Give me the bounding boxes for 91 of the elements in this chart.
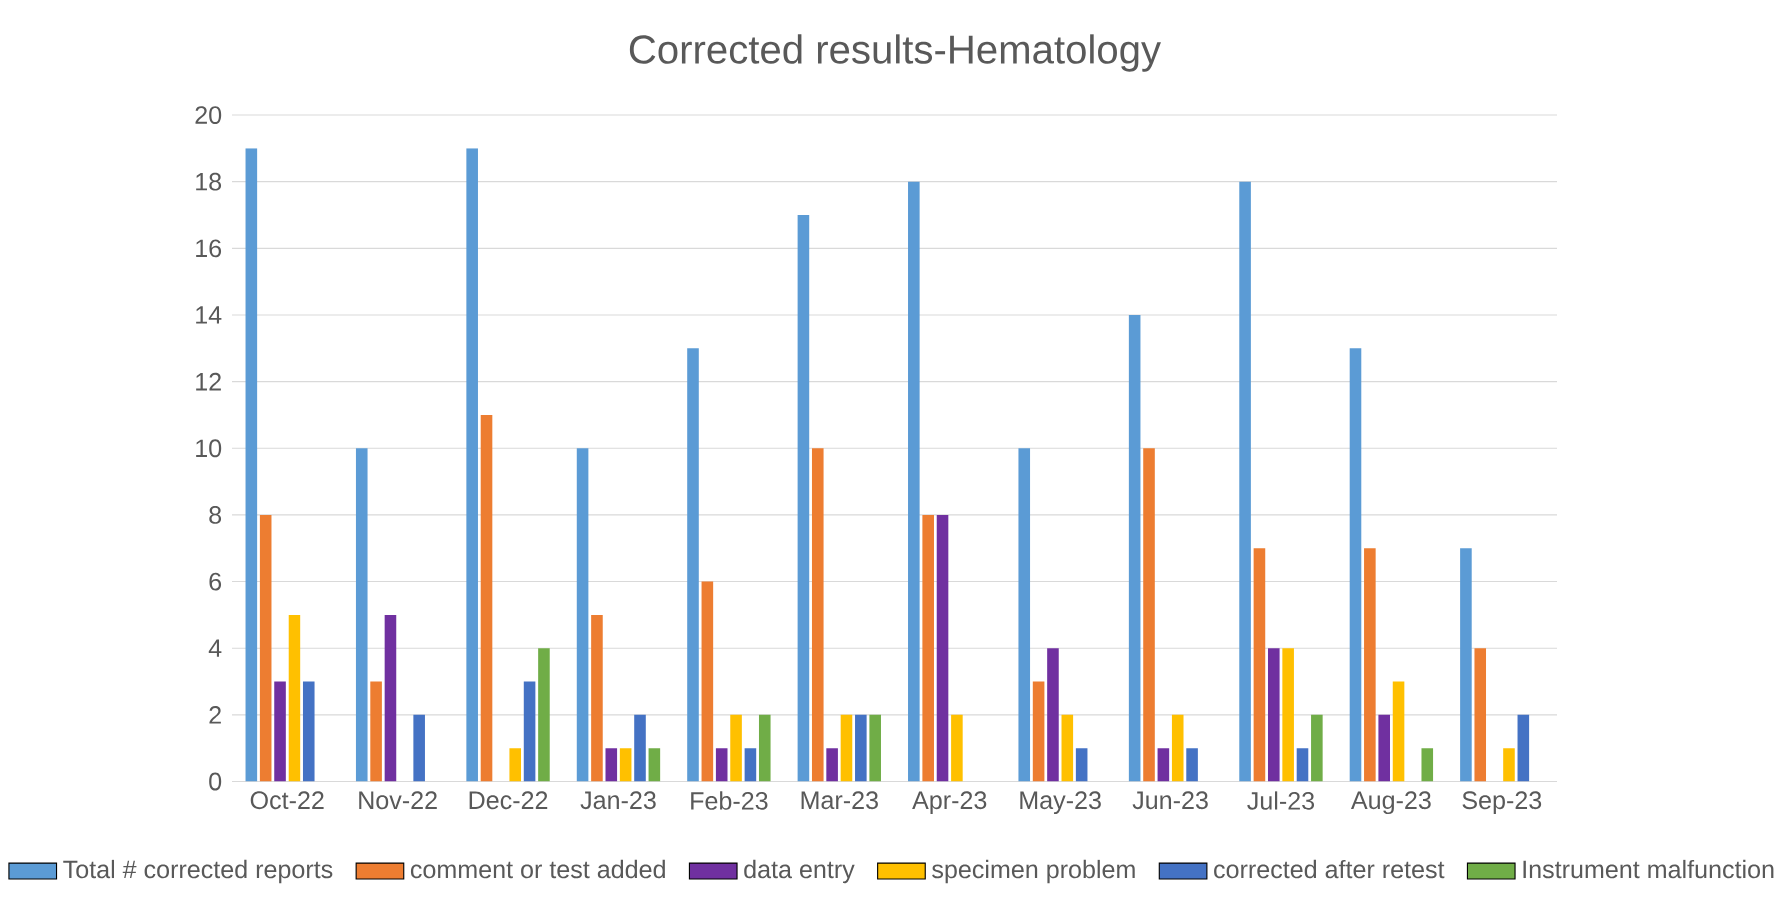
- bar: [797, 214, 810, 782]
- bar: [826, 747, 838, 782]
- bar: [908, 181, 920, 782]
- bar: [1421, 747, 1434, 782]
- chart-title: Corrected results-Hematology: [629, 34, 1161, 72]
- bar: [1392, 681, 1405, 782]
- bar: [1378, 714, 1391, 782]
- bar: [701, 581, 714, 782]
- bar: [523, 681, 536, 782]
- bar: [605, 747, 618, 782]
- y-tick-label: 2: [209, 705, 221, 724]
- x-tick-label: Apr-23: [912, 791, 987, 814]
- bar: [480, 414, 493, 782]
- bar: [1282, 648, 1294, 782]
- bar: [302, 681, 315, 782]
- bar: [466, 148, 478, 782]
- y-tick-label: 8: [209, 505, 222, 524]
- bar: [1364, 548, 1376, 782]
- bar: [1047, 648, 1059, 782]
- bar: [922, 514, 934, 782]
- y-tick-label: 4: [208, 639, 222, 657]
- bar: [1186, 747, 1198, 782]
- bar: [1171, 714, 1184, 782]
- bar: [1128, 314, 1141, 782]
- bar: [951, 714, 963, 782]
- bar: [245, 148, 258, 782]
- y-tick-label: 18: [196, 172, 222, 191]
- bar: [634, 714, 646, 782]
- bar: [1075, 747, 1088, 782]
- bar: [758, 714, 771, 782]
- legend-label: comment or test added: [410, 859, 665, 879]
- x-tick-label: Jan-23: [580, 791, 656, 809]
- bar: [1061, 714, 1074, 782]
- bar: [648, 747, 661, 782]
- y-tick-label: 16: [196, 239, 222, 258]
- y-tick-label: 12: [196, 372, 221, 391]
- bar: [509, 747, 522, 782]
- bar: [576, 448, 589, 782]
- bar: [744, 747, 757, 782]
- legend-label: corrected after retest: [1214, 859, 1445, 879]
- y-tick-label: 10: [196, 439, 222, 457]
- y-tick-label: 6: [209, 572, 222, 591]
- bar: [855, 714, 867, 782]
- bar: [619, 747, 632, 782]
- bar: [370, 681, 382, 782]
- x-tick-label: Jul-23: [1247, 791, 1315, 810]
- x-tick-label: Aug-23: [1350, 791, 1431, 814]
- bar: [730, 714, 742, 782]
- bar: [413, 714, 425, 782]
- bar: [811, 448, 824, 782]
- bar: [288, 614, 301, 782]
- bar: [1296, 747, 1309, 782]
- legend-label: data entry: [744, 859, 855, 884]
- legend-label: specimen problem: [932, 859, 1135, 884]
- bar: [274, 681, 286, 782]
- x-tick-label: Sep-23: [1462, 791, 1542, 814]
- bar: [1517, 714, 1530, 782]
- x-tick-label: Nov-22: [359, 791, 437, 809]
- legend-label: Total # corrected reports: [63, 859, 333, 884]
- y-tick-label: 0: [209, 772, 222, 791]
- bar: [715, 747, 728, 782]
- bar: [840, 714, 853, 782]
- bar: [1253, 548, 1266, 782]
- bar: [1157, 747, 1170, 782]
- bar: [1474, 648, 1487, 782]
- x-tick-label: Mar-23: [801, 791, 878, 809]
- bar: [1311, 714, 1323, 782]
- bar: [384, 614, 397, 782]
- y-tick-label: 14: [196, 306, 222, 324]
- y-tick-label: 20: [195, 105, 222, 124]
- bar: [1018, 448, 1031, 782]
- bar: [936, 514, 949, 782]
- bar: [1032, 681, 1045, 782]
- x-tick-label: Oct-22: [250, 791, 324, 809]
- x-tick-label: May-23: [1020, 791, 1101, 814]
- bar: [687, 348, 699, 782]
- bar: [1239, 181, 1251, 782]
- legend-label: Instrument malfunction: [1523, 859, 1774, 879]
- x-tick-label: Feb-23: [691, 791, 768, 810]
- bar: [1503, 747, 1515, 782]
- bar: [1143, 448, 1155, 782]
- x-tick-label: Dec-22: [469, 791, 548, 809]
- bar: [1349, 348, 1362, 782]
- x-tick-label: Jun-23: [1132, 791, 1208, 809]
- bar: [869, 714, 881, 782]
- bar: [591, 614, 603, 782]
- bar: [1460, 548, 1472, 782]
- bar: [1267, 648, 1280, 782]
- bar: [355, 448, 368, 782]
- bar: [259, 514, 272, 782]
- bar: [538, 648, 550, 782]
